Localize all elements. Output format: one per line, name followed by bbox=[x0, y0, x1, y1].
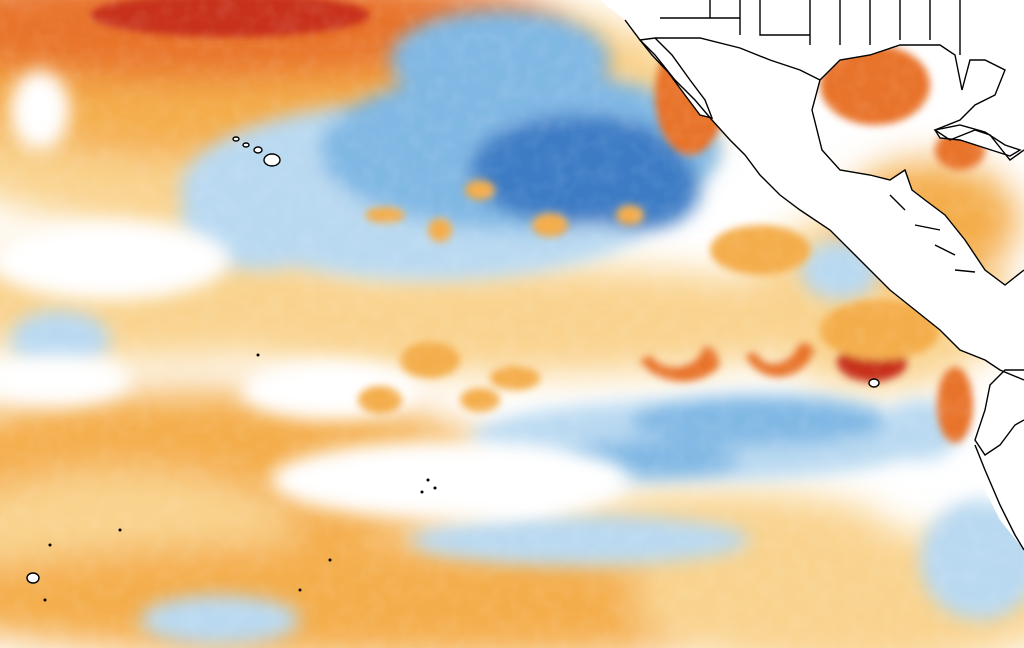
us-mexico-border bbox=[655, 37, 821, 81]
south-america-coastline bbox=[974, 369, 1024, 456]
coastlines-and-borders bbox=[26, 0, 1024, 584]
galapagos-island bbox=[869, 379, 879, 387]
maui-island bbox=[254, 147, 262, 153]
kauai-island bbox=[233, 137, 239, 141]
oahu-island bbox=[243, 143, 249, 147]
small-islands bbox=[43, 353, 437, 602]
cuba bbox=[935, 125, 1020, 156]
hawaii-island bbox=[264, 154, 280, 166]
peru-coastline bbox=[974, 444, 1024, 551]
north-america-land bbox=[600, 0, 1024, 648]
gulf-of-mexico-coastline bbox=[811, 44, 1024, 286]
south-pacific-island bbox=[27, 573, 39, 583]
south-america-land bbox=[975, 370, 1024, 455]
cuba-coastline bbox=[933, 124, 1022, 157]
baja-coastline bbox=[638, 37, 714, 120]
central-america-borders bbox=[889, 194, 976, 273]
mexico-pacific-coastline bbox=[624, 19, 1024, 381]
us-state-borders bbox=[660, 0, 961, 55]
